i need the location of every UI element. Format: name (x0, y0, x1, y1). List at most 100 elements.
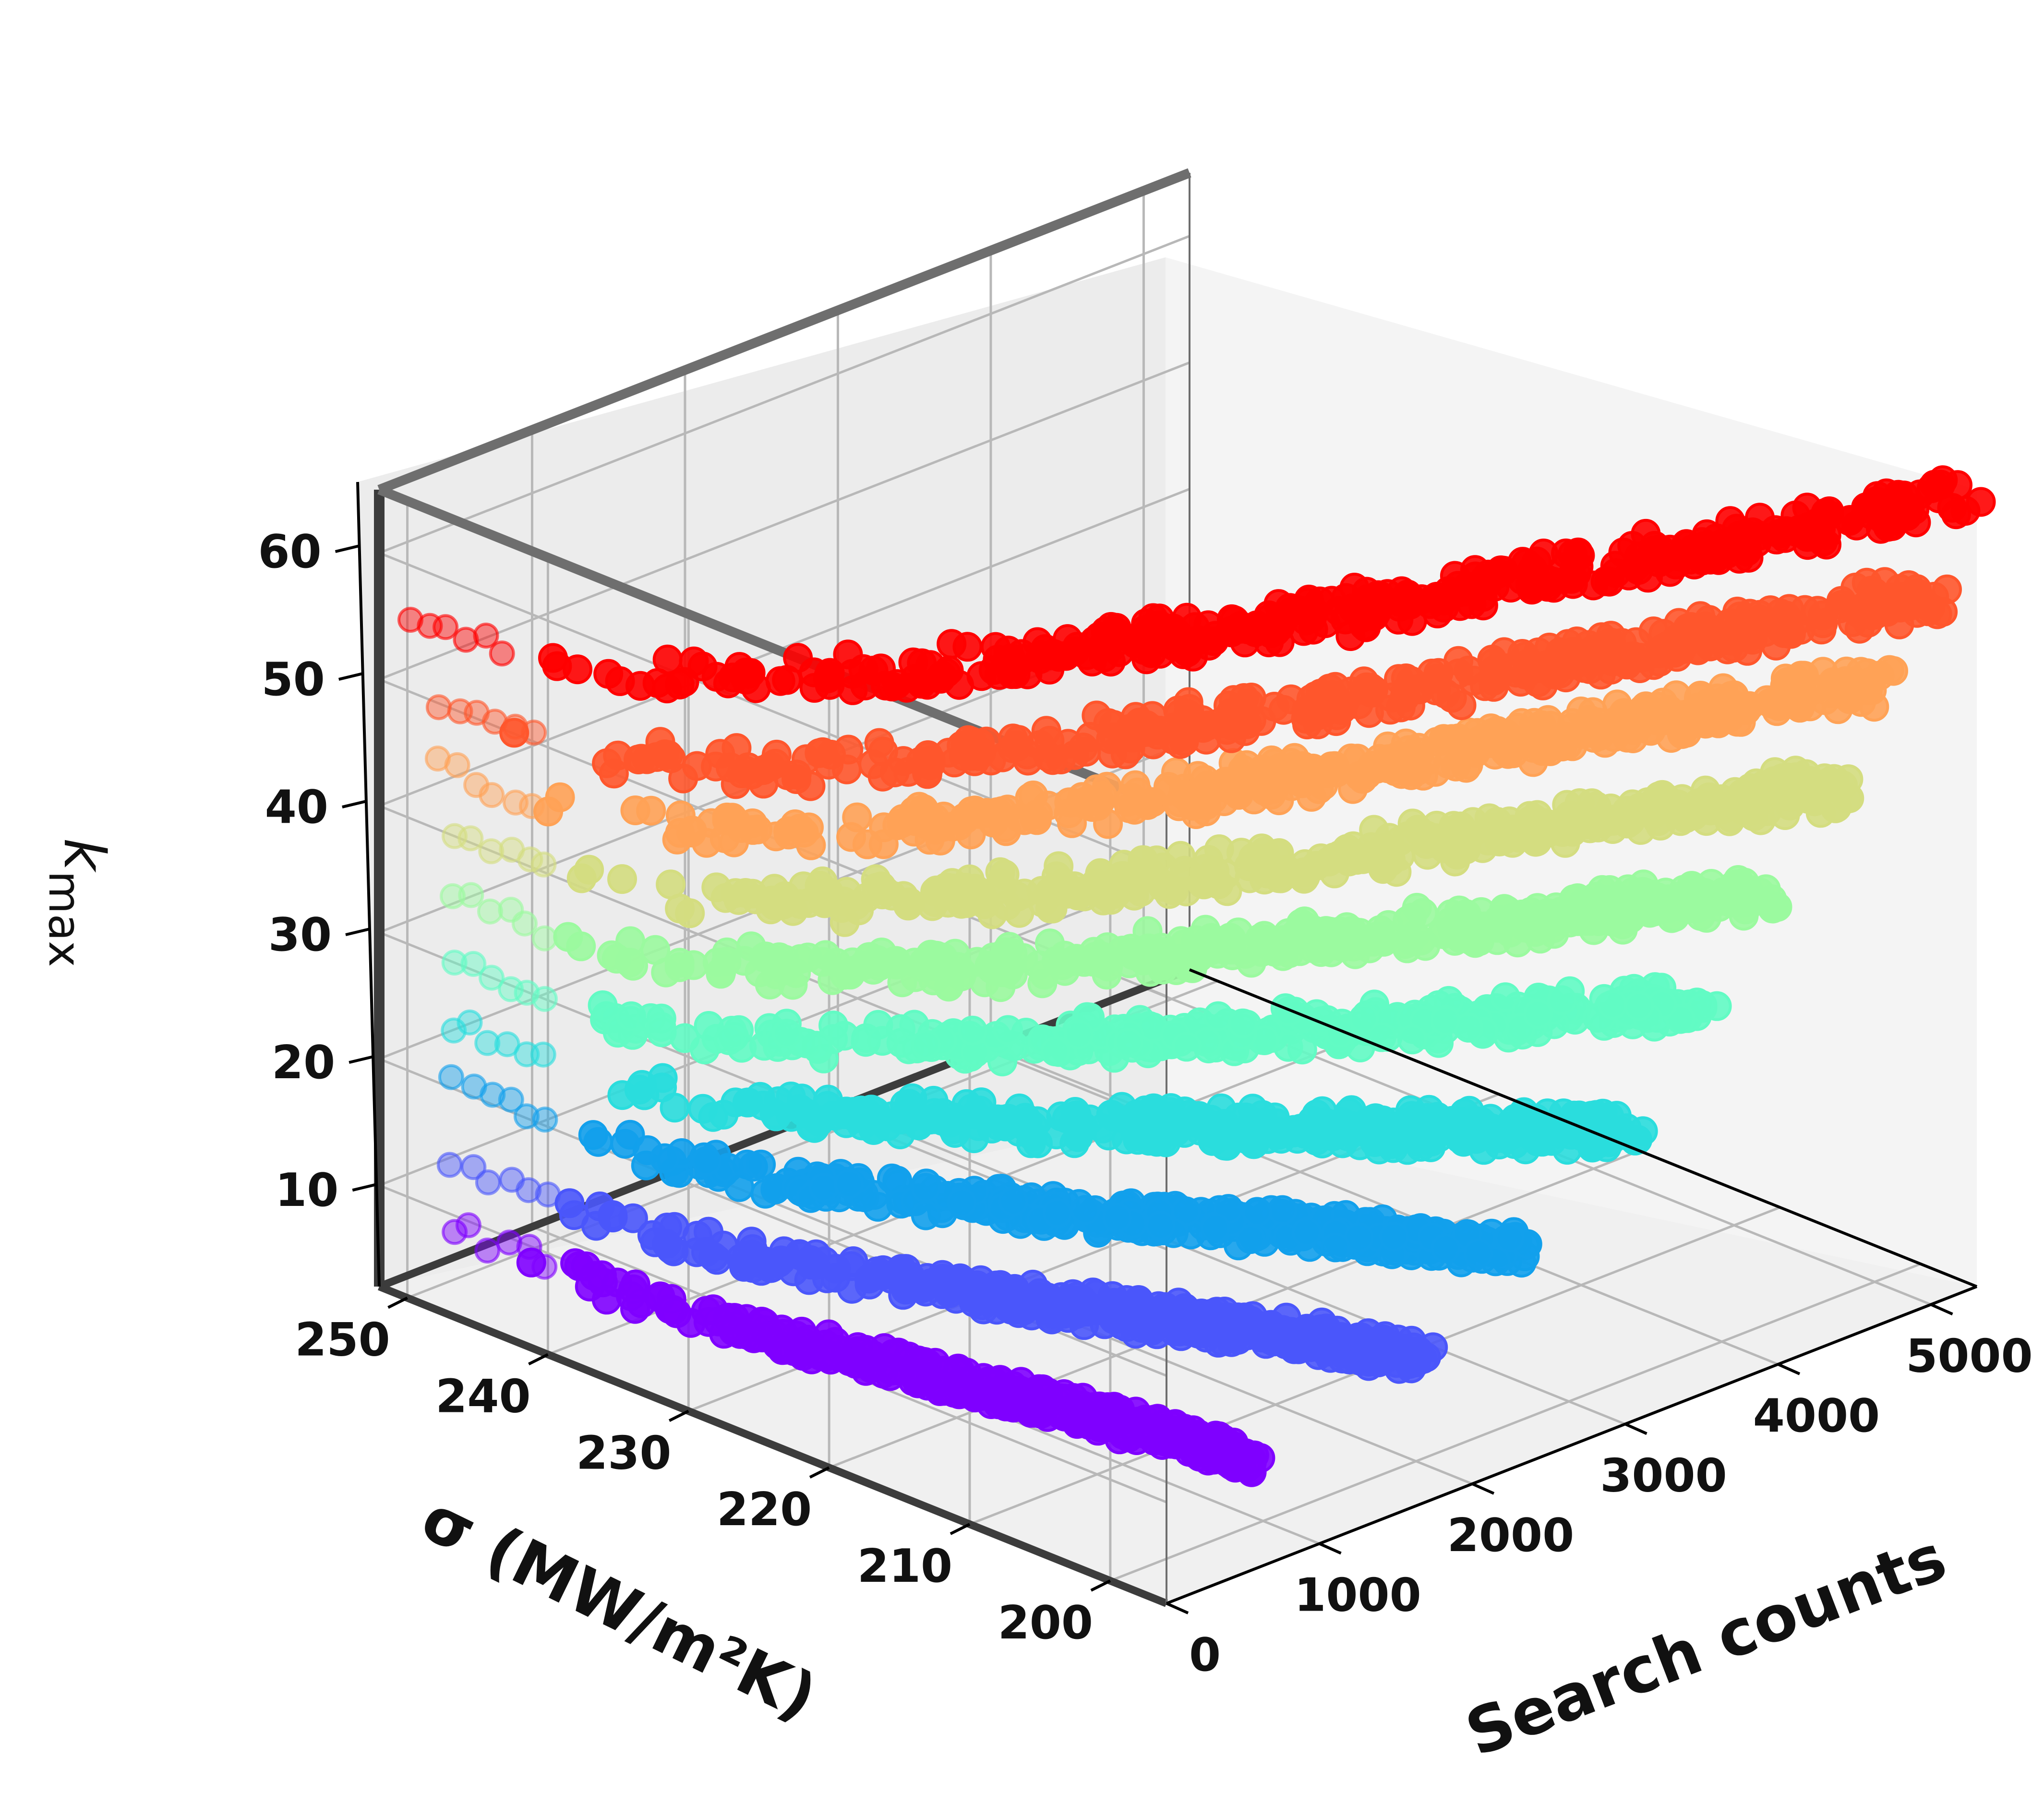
scatter-point (786, 1327, 817, 1357)
scatter-point (645, 727, 675, 757)
scatter-point (986, 868, 1016, 899)
scatter-point (441, 950, 468, 976)
scatter-point (1551, 538, 1581, 568)
x-tick (1166, 1602, 1189, 1614)
z-axis-title-main: k (51, 838, 118, 873)
scatter-point (705, 739, 735, 769)
scatter-point (1624, 991, 1654, 1021)
scatter-point (1178, 791, 1208, 821)
scatter-point (607, 864, 637, 894)
scatter-point (1173, 952, 1203, 982)
scatter-point (1147, 1430, 1177, 1460)
z-tick-label: 50 (262, 653, 325, 706)
scatter-point (620, 795, 650, 825)
x-tick-label: 1000 (1294, 1569, 1421, 1622)
scatter-point (923, 961, 952, 991)
scatter-point (1932, 574, 1962, 604)
scatter-point (516, 1177, 542, 1204)
scatter-point (927, 1106, 958, 1136)
scatter-point (625, 671, 655, 701)
floor-left-edge (378, 1283, 1168, 1607)
grid-line (379, 488, 1190, 807)
scatter-point (1441, 751, 1471, 782)
scatter-point (1458, 807, 1488, 837)
scatter-point (1902, 574, 1932, 604)
top-right-edge (377, 168, 1191, 494)
scatter-point (436, 1152, 463, 1178)
scatter-point (530, 1041, 556, 1068)
scatter-point (724, 652, 755, 682)
scatter-point (1267, 1195, 1298, 1225)
scatter-point (1161, 757, 1191, 787)
grid-line (379, 235, 1190, 554)
scatter-point (531, 986, 558, 1012)
z-axis-title-sub: max (39, 871, 90, 967)
scatter-point (1275, 748, 1306, 778)
scatter-point (618, 1203, 648, 1233)
scatter-point (1377, 682, 1407, 712)
scatter-point (1030, 634, 1060, 664)
scatter-point (691, 1146, 721, 1176)
scatter-point (1290, 912, 1321, 942)
scatter-point (1410, 931, 1441, 961)
scatter-point (1368, 854, 1398, 884)
scatter-point (682, 1237, 712, 1267)
scatter-point (1261, 839, 1291, 869)
scatter-point (1113, 1027, 1143, 1058)
scatter-point (1227, 1008, 1258, 1038)
scatter-point (1059, 871, 1090, 902)
scatter-point (620, 1269, 650, 1300)
scatter-point (998, 1186, 1028, 1216)
scatter-point (813, 663, 843, 693)
scatter-point (655, 1294, 685, 1324)
scatter-point (965, 1273, 995, 1303)
scatter-point (1220, 1453, 1250, 1483)
y-tick-label: 230 (576, 1427, 671, 1480)
scatter-point (662, 824, 692, 855)
scatter-point (1102, 1203, 1132, 1233)
scatter-series (397, 465, 1996, 705)
scatter-point (765, 666, 795, 696)
scatter-point (1525, 901, 1555, 930)
scatter-point (1856, 499, 1887, 530)
grid-line (1109, 1263, 1921, 1582)
scatter-point (1302, 1120, 1333, 1150)
scatter-point (1440, 926, 1470, 956)
scatter-point (1353, 584, 1383, 614)
scatter-point (438, 1064, 464, 1090)
scatter-point (1253, 1322, 1284, 1352)
y-tick (950, 1523, 971, 1535)
scatter-series (441, 950, 1732, 1077)
scatter-point (1190, 765, 1220, 795)
scatter-point (1042, 1198, 1072, 1228)
y-axis-line (1189, 968, 1978, 1288)
x-tick-label: 3000 (1600, 1449, 1727, 1502)
scatter-point (1349, 666, 1379, 697)
x-tick-label: 5000 (1906, 1330, 2032, 1383)
scatter-point (1719, 680, 1749, 710)
scatter-point (785, 944, 816, 974)
scatter-point (1595, 875, 1625, 905)
scatter-point (911, 1200, 941, 1230)
scatter-point (882, 669, 912, 699)
scatter-point (1291, 1217, 1322, 1247)
scatter-point (868, 829, 899, 859)
scatter-point (1082, 700, 1112, 731)
scatter-point (1219, 685, 1249, 715)
y-tick (668, 1409, 689, 1422)
scatter-point (746, 1149, 776, 1180)
z-tick (335, 544, 360, 553)
scatter-point (1807, 600, 1838, 630)
z-tick-label: 10 (275, 1164, 338, 1217)
scatter-point (473, 623, 499, 649)
scatter-point (479, 964, 505, 991)
scatter-point (732, 1304, 762, 1334)
scatter-point (474, 1030, 501, 1056)
scatter-point (1383, 604, 1414, 635)
scatter-point (1859, 692, 1889, 722)
scatter-point (581, 1211, 611, 1241)
scatter-point (1523, 999, 1553, 1029)
scatter-point (1263, 589, 1294, 619)
scatter-point (1641, 789, 1671, 819)
scatter-point (1221, 1307, 1250, 1337)
